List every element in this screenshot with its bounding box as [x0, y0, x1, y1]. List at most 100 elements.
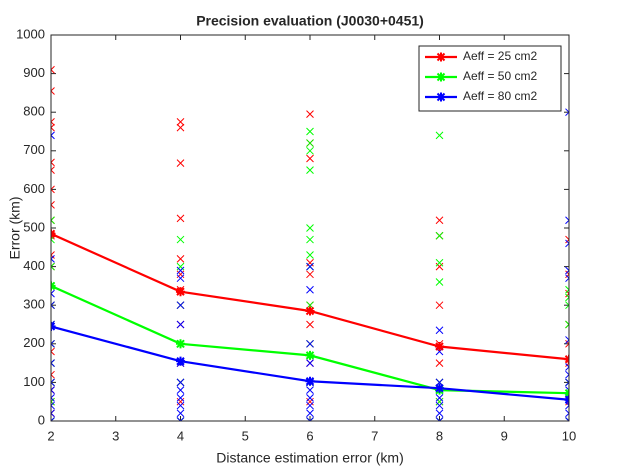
- scatter-point: [435, 258, 444, 267]
- y-tick-label: 0: [38, 412, 45, 427]
- scatter-point: [306, 359, 314, 367]
- x-tick-label: 8: [436, 428, 443, 443]
- scatter-point: [306, 386, 314, 394]
- scatter-point: [306, 262, 314, 271]
- legend-label: Aeff = 50 cm2: [463, 69, 537, 83]
- y-tick-label: 300: [23, 297, 45, 312]
- legend-label: Aeff = 25 cm2: [463, 49, 537, 63]
- x-tick-label: 4: [177, 428, 184, 443]
- x-tick-label: 3: [112, 428, 119, 443]
- scatter-point: [565, 108, 569, 117]
- scatter-point: [176, 255, 185, 263]
- scatter-point: [306, 154, 314, 163]
- x-tick-label: 2: [47, 428, 54, 443]
- scatter-point: [51, 185, 55, 194]
- y-tick-label: 100: [23, 374, 45, 389]
- scatter-point: [565, 266, 569, 275]
- scatter-point: [565, 378, 569, 387]
- scatter-point: [435, 401, 444, 410]
- scatter-point: [306, 417, 314, 421]
- scatter-point: [306, 146, 314, 155]
- scatter-point: [435, 262, 444, 271]
- scatter-point: [435, 278, 444, 286]
- scatter-point: [176, 397, 185, 406]
- y-tick-label: 200: [23, 335, 45, 350]
- scatter-point: [435, 359, 444, 367]
- legend-label: Aeff = 80 cm2: [463, 89, 537, 103]
- scatter-point: [435, 231, 444, 240]
- scatter-point: [51, 301, 55, 310]
- scatter-point: [306, 110, 314, 118]
- y-tick-label: 400: [23, 258, 45, 273]
- scatter-point: [51, 158, 55, 167]
- scatter-point: [51, 87, 55, 95]
- scatter-point: [51, 131, 55, 140]
- scatter-point: [565, 301, 569, 310]
- scatter-point: [306, 258, 314, 267]
- scatter-point: [51, 397, 55, 406]
- scatter-point: [176, 417, 185, 421]
- scatter-point: [435, 216, 444, 225]
- scatter-point: [565, 336, 569, 344]
- scatter-point: [435, 131, 444, 140]
- marker: [175, 339, 186, 349]
- scatter-point: [565, 320, 569, 329]
- scatter-point: [435, 393, 444, 402]
- marker: [436, 72, 446, 82]
- scatter-point: [306, 270, 314, 279]
- y-tick-label: 700: [23, 142, 45, 157]
- scatter-point: [306, 409, 314, 418]
- x-tick-label: 6: [306, 428, 313, 443]
- scatter-point: [435, 326, 444, 335]
- scatter-point: [176, 401, 185, 410]
- scatter-point: [51, 378, 55, 387]
- scatter-point: [306, 166, 314, 174]
- scatter-point: [176, 386, 185, 394]
- scatter-point: [51, 359, 55, 367]
- scatter-point: [565, 216, 569, 225]
- scatter-point: [306, 401, 314, 410]
- scatter-point: [176, 117, 185, 126]
- scatter-point: [565, 370, 569, 379]
- scatter-point: [565, 235, 569, 244]
- scatter-point: [306, 339, 314, 348]
- y-axis-label: Error (km): [7, 197, 23, 260]
- scatter-point: [176, 159, 185, 168]
- x-tick-label: 5: [242, 428, 249, 443]
- scatter-point: [176, 266, 185, 275]
- plot-area: [51, 65, 569, 421]
- scatter-point: [565, 363, 569, 371]
- x-axis-label: Distance estimation error (km): [216, 450, 404, 466]
- y-tick-label: 900: [23, 65, 45, 80]
- marker: [305, 306, 315, 316]
- x-tick-label: 7: [371, 428, 378, 443]
- scatter-point: [51, 262, 55, 271]
- marker: [305, 350, 315, 360]
- scatter-point: [51, 200, 55, 209]
- scatter-point: [565, 239, 569, 248]
- scatter-point: [565, 274, 569, 283]
- scatter-point: [51, 289, 55, 298]
- marker: [434, 341, 445, 352]
- chart-title: Precision evaluation (J0030+0451): [196, 13, 424, 29]
- scatter-point: [306, 127, 314, 136]
- scatter-point: [176, 262, 185, 271]
- scatter-point: [435, 417, 444, 421]
- scatter-point: [306, 320, 314, 329]
- scatter-point: [51, 409, 55, 418]
- marker: [434, 383, 445, 393]
- scatter-point: [51, 166, 55, 174]
- y-tick-label: 500: [23, 219, 45, 234]
- scatter-point: [51, 117, 55, 126]
- marker: [305, 376, 315, 386]
- scatter-point: [176, 274, 185, 283]
- scatter-point: [176, 378, 185, 387]
- scatter-point: [176, 409, 185, 418]
- scatter-point: [176, 123, 185, 132]
- scatter-point: [565, 409, 569, 418]
- scatter-point: [565, 339, 569, 348]
- scatter-point: [565, 285, 569, 294]
- scatter-point: [51, 417, 55, 421]
- scatter-point: [565, 293, 569, 302]
